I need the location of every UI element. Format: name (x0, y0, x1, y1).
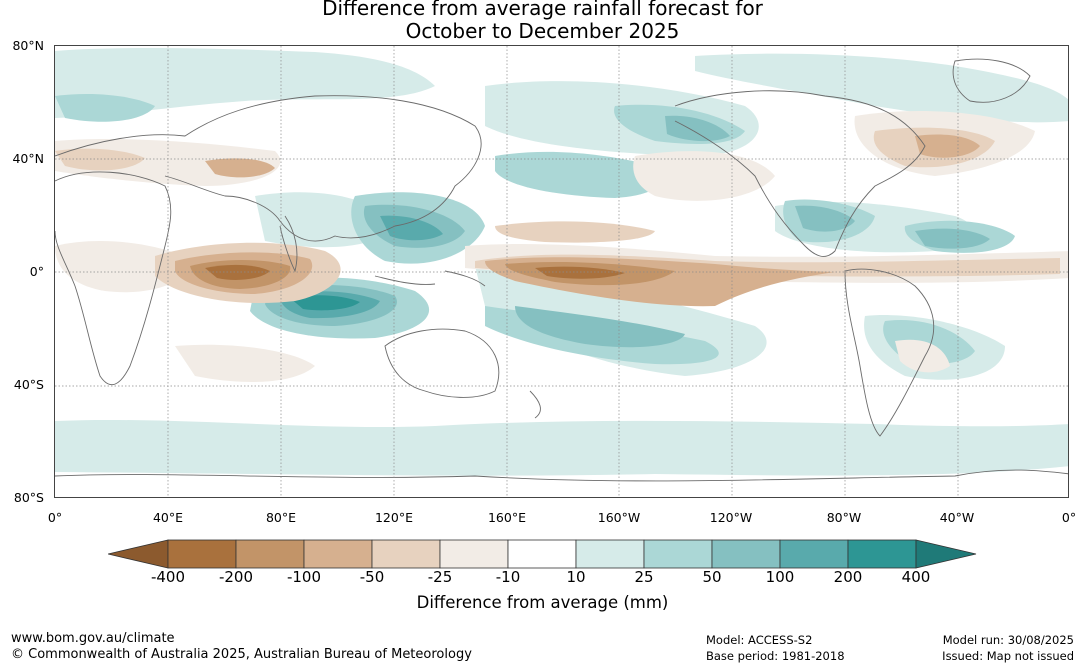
colorbar-segment (779, 539, 849, 569)
colorbar-segment (167, 539, 237, 569)
colorbar-segment (575, 539, 645, 569)
colorbar-title: Difference from average (mm) (416, 593, 669, 612)
lat-label-40s: 40°S (13, 377, 44, 392)
colorbar-tick-label: 100 (765, 568, 795, 586)
dry-extreme-regions (205, 264, 625, 280)
colorbar-tick-label: 400 (901, 568, 931, 586)
footer-base-period: Base period: 1981-2018 (706, 649, 845, 663)
map-title-line1: Difference from average rainfall forecas… (322, 0, 763, 20)
lon-label-0-left: 0° (47, 510, 63, 525)
lon-label-120w: 120°W (709, 510, 753, 525)
footer-copyright: © Commonwealth of Australia 2025, Austra… (11, 647, 472, 662)
footer-model-run: Model run: 30/08/2025 (942, 633, 1074, 647)
colorbar-segment (507, 539, 577, 569)
colorbar-segment (371, 539, 441, 569)
colorbar-segment (439, 539, 509, 569)
lon-label-40e: 40°E (152, 510, 184, 525)
lon-label-160e: 160°E (487, 510, 526, 525)
lat-label-80s: 80°S (13, 490, 44, 505)
footer-model: Model: ACCESS-S2 (706, 633, 813, 647)
colorbar-tick-label: -25 (427, 568, 453, 586)
lat-label-80n: 80°N (12, 38, 44, 53)
colorbar-tick-label: -400 (150, 568, 186, 586)
lon-label-80e: 80°E (265, 510, 297, 525)
coastlines (55, 58, 1068, 482)
colorbar (108, 539, 977, 569)
map-title-line2: October to December 2025 (405, 19, 680, 43)
wet-extreme-regions (290, 295, 360, 311)
colorbar-segment (711, 539, 781, 569)
lat-label-40n: 40°N (12, 151, 44, 166)
colorbar-arrow-right (915, 539, 977, 569)
colorbar-segment (847, 539, 917, 569)
colorbar-tick-label: 10 (566, 568, 586, 586)
colorbar-segment (235, 539, 305, 569)
colorbar-tick-label: -50 (359, 568, 385, 586)
lon-label-80w: 80°W (826, 510, 862, 525)
footer-website: www.bom.gov.au/climate (11, 631, 175, 646)
colorbar-segment (643, 539, 713, 569)
colorbar-tick-label: 25 (634, 568, 654, 586)
colorbar-segment (303, 539, 373, 569)
lat-label-equator: 0° (29, 264, 44, 279)
colorbar-tick-label: -10 (495, 568, 521, 586)
colorbar-tick-label: -200 (218, 568, 254, 586)
graticule (55, 46, 1068, 497)
colorbar-tick-label: 200 (833, 568, 863, 586)
lon-label-40w: 40°W (939, 510, 975, 525)
rainfall-anomaly-map (54, 45, 1069, 498)
lon-label-120e: 120°E (374, 510, 413, 525)
footer-issued: Issued: Map not issued (942, 649, 1074, 663)
lon-label-160w: 160°W (597, 510, 641, 525)
colorbar-tick-label: 50 (702, 568, 722, 586)
colorbar-arrow-left (108, 539, 169, 569)
colorbar-tick-label: -100 (286, 568, 322, 586)
lon-label-0-right: 0° (1061, 510, 1077, 525)
